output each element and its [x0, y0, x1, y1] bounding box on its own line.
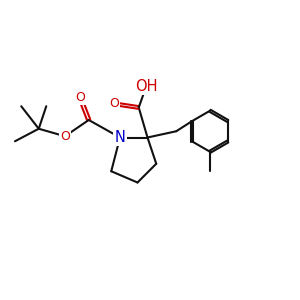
- Text: O: O: [109, 97, 119, 110]
- Text: OH: OH: [135, 79, 158, 94]
- Text: N: N: [115, 130, 125, 145]
- Text: O: O: [60, 130, 70, 143]
- Text: O: O: [75, 91, 85, 104]
